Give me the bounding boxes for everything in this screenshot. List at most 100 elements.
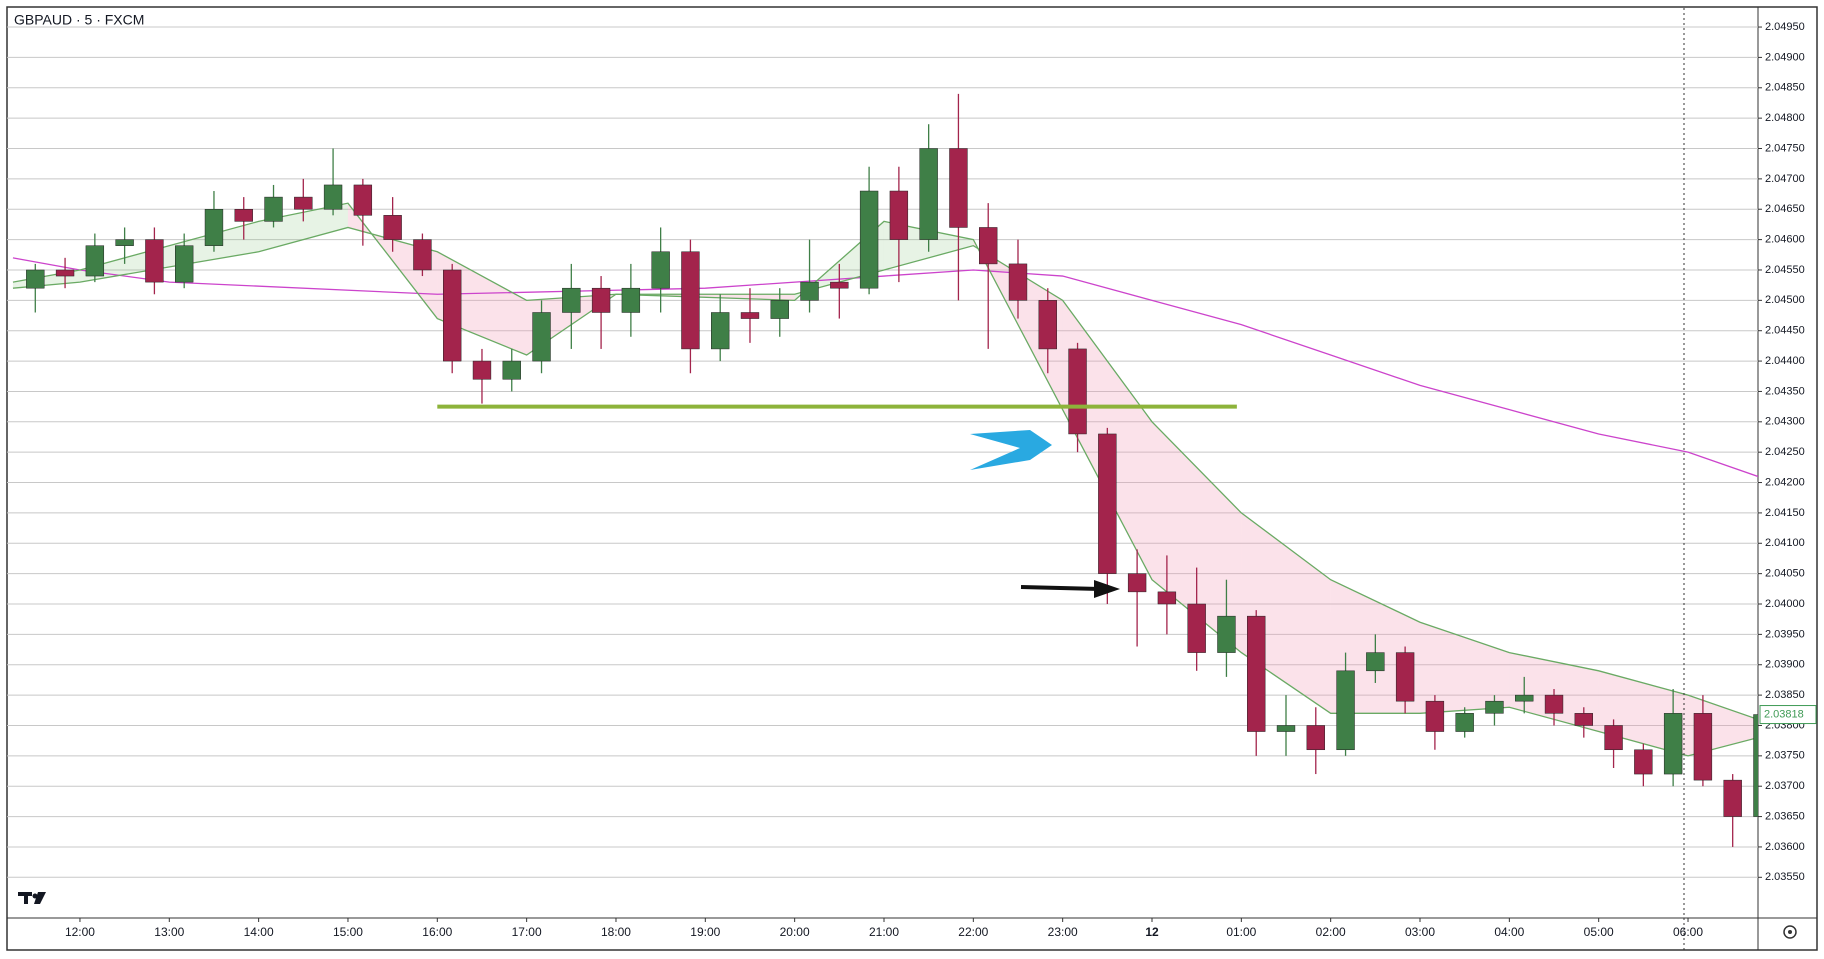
x-tick-label: 12:00: [65, 925, 95, 939]
y-tick-label: 2.04700: [1765, 173, 1805, 185]
candle-body: [502, 360, 521, 380]
y-tick-label: 2.04850: [1765, 82, 1805, 94]
candle-body: [443, 269, 462, 362]
x-tick-label: 18:00: [601, 925, 631, 939]
candle-body: [1395, 652, 1415, 702]
y-tick-label: 2.03900: [1765, 659, 1805, 671]
y-tick-label: 2.04350: [1765, 385, 1805, 397]
blue-arrow[interactable]: [970, 430, 1052, 470]
frame: [6, 6, 1818, 951]
y-tick-label: 2.03850: [1765, 689, 1805, 701]
y-tick-label: 2.03600: [1765, 841, 1805, 853]
y-tick-label: 2.04450: [1765, 325, 1805, 337]
candle-body: [770, 300, 789, 319]
candle-body: [1157, 591, 1177, 605]
candle-body: [1485, 700, 1504, 714]
y-tick-label: 2.04750: [1765, 142, 1805, 154]
candle-body: [949, 148, 968, 228]
last-price-box: [1759, 705, 1817, 725]
candle-body: [1008, 263, 1028, 301]
x-tick-label: 01:00: [1226, 925, 1256, 939]
last-price-label: 2.03818: [1764, 708, 1804, 720]
y-tick-label: 2.04250: [1765, 446, 1805, 458]
arrow-shaft: [1020, 585, 1101, 591]
candle-body: [1187, 603, 1206, 653]
candle-body: [323, 184, 343, 210]
candle-body: [1366, 652, 1385, 672]
logo-part: [24, 892, 28, 904]
candle-body: [1723, 779, 1742, 817]
y-tick-label: 2.04650: [1765, 203, 1805, 215]
settings-icon[interactable]: [1783, 925, 1797, 939]
candle-body: [681, 251, 700, 350]
moving-average: [12, 202, 1758, 757]
candle-body: [1336, 670, 1355, 751]
y-tick-label: 2.03750: [1765, 750, 1805, 762]
candle-body: [1217, 615, 1236, 653]
candle-body: [979, 227, 998, 265]
y-tick-label: 2.04050: [1765, 568, 1805, 580]
y-tick-label: 2.03650: [1765, 810, 1805, 822]
logo: [18, 892, 46, 904]
plot-area: [7, 26, 1758, 878]
y-tick-label: 2.03550: [1765, 871, 1805, 883]
x-tick-label: 23:00: [1048, 925, 1078, 939]
x-tick-label: 14:00: [244, 925, 274, 939]
candle-body: [1663, 713, 1683, 775]
candle-body: [1247, 615, 1266, 732]
candle-body: [1574, 713, 1593, 726]
ema-band: [258, 203, 348, 252]
candle-body: [145, 239, 164, 283]
candle-body: [711, 312, 730, 350]
moving-average: [12, 257, 1758, 478]
candle-body: [740, 312, 760, 319]
y-tick-label: 2.04550: [1765, 264, 1805, 276]
candle-body: [651, 251, 670, 289]
x-tick-label: 02:00: [1316, 925, 1346, 939]
candle-body: [175, 245, 194, 283]
candle-body: [830, 281, 849, 289]
candle-body: [1753, 714, 1758, 817]
candle-body: [591, 287, 611, 313]
candle-body: [859, 190, 879, 289]
candle-body: [294, 196, 313, 210]
candle-body: [1068, 348, 1087, 435]
y-tick-label: 2.04200: [1765, 476, 1805, 488]
candle-body: [1455, 713, 1474, 732]
candle-body: [800, 281, 819, 301]
candle-body: [85, 245, 105, 277]
candle-body: [413, 239, 432, 271]
candle-body: [1515, 694, 1534, 702]
y-tick-label: 2.04500: [1765, 294, 1805, 306]
x-tick-label: 22:00: [958, 925, 988, 939]
candle-body: [1098, 433, 1117, 574]
y-tick-label: 2.04150: [1765, 507, 1805, 519]
candle-body: [472, 360, 492, 380]
y-tick-label: 2.03700: [1765, 780, 1805, 792]
candle-body: [264, 196, 283, 222]
y-tick-label: 2.04000: [1765, 598, 1805, 610]
black-arrow[interactable]: [1020, 580, 1120, 598]
candle-body: [55, 269, 75, 277]
candle-body: [562, 287, 581, 313]
x-tick-label: 20:00: [780, 925, 810, 939]
candle-body: [1634, 749, 1653, 775]
candle-body: [383, 215, 402, 240]
candle-body: [234, 208, 253, 222]
chart-title: GBPAUD · 5 · FXCM: [14, 12, 144, 28]
candle-body: [1038, 300, 1057, 350]
x-tick-label: 15:00: [333, 925, 363, 939]
y-tick-label: 2.04100: [1765, 537, 1805, 549]
candle-body: [1693, 713, 1713, 781]
candle-body: [204, 208, 224, 246]
arrow-head: [1094, 580, 1120, 598]
candle-body: [1604, 725, 1623, 751]
x-tick-label: 13:00: [154, 925, 184, 939]
x-tick-label: 21:00: [869, 925, 899, 939]
ema-band: [1420, 622, 1510, 714]
y-tick-label: 2.04400: [1765, 355, 1805, 367]
candle-body: [919, 148, 938, 240]
y-tick-label: 2.04300: [1765, 416, 1805, 428]
